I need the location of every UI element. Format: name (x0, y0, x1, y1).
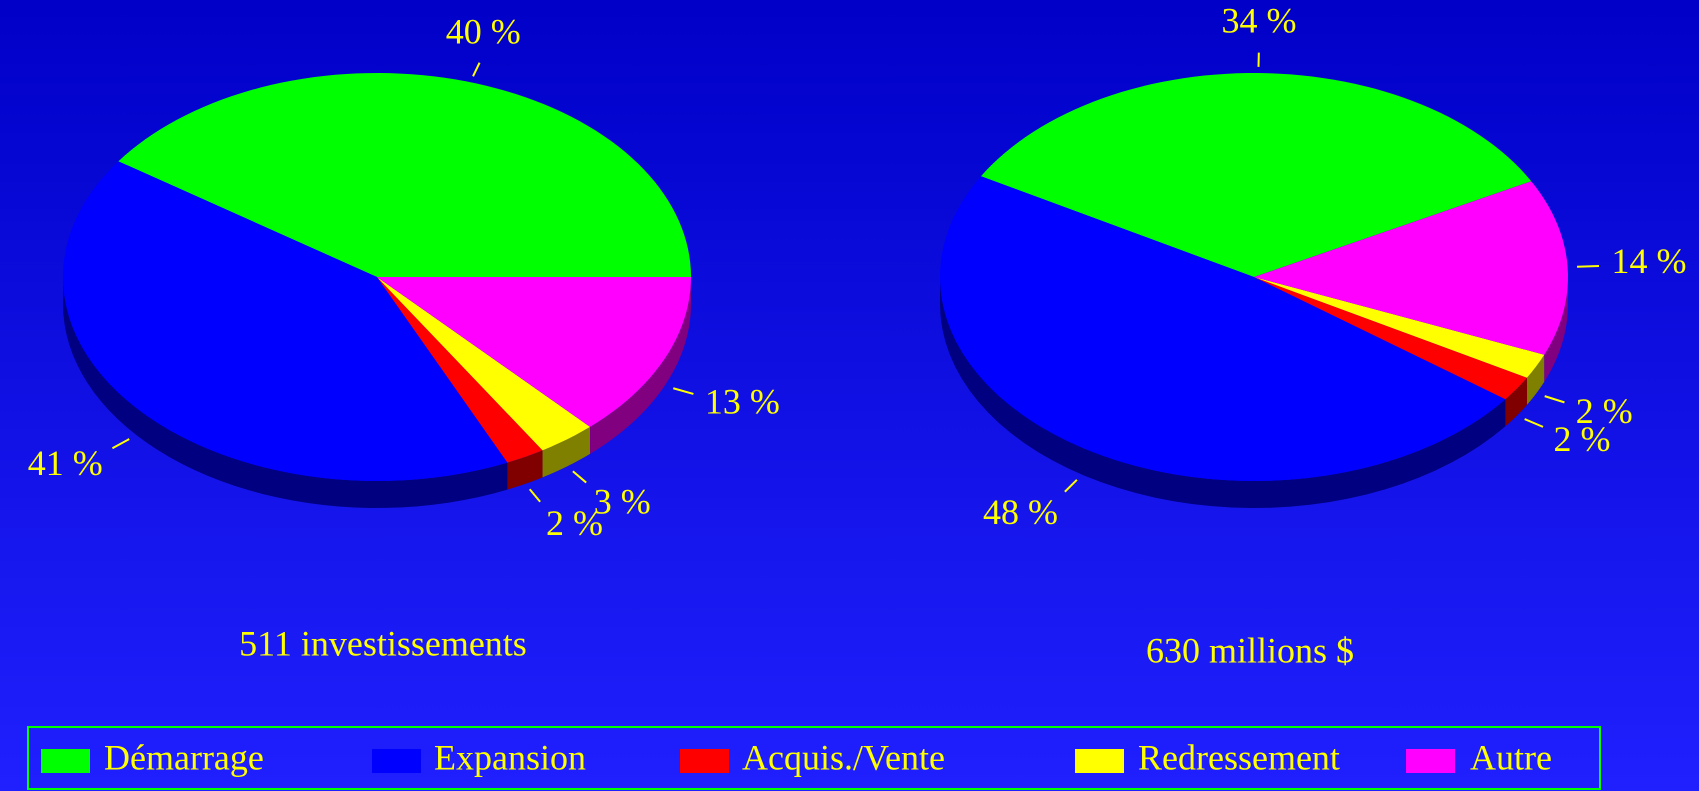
pie-side (542, 426, 591, 478)
legend-swatch (1406, 749, 1455, 773)
legend-swatch (41, 749, 90, 773)
data-label: 14 % (1612, 241, 1687, 281)
legend-swatch (680, 749, 729, 773)
chart-subtitle: 511 investissements (239, 623, 527, 663)
pie-slice (118, 73, 692, 277)
leader-line (472, 62, 481, 77)
leader-line (1544, 395, 1565, 404)
pie-side (63, 277, 508, 508)
legend-box (27, 726, 1601, 790)
pie-slice (940, 176, 1506, 481)
data-label: 41 % (28, 443, 103, 483)
leader-line (111, 438, 130, 450)
legend-label: Redressement (1138, 737, 1340, 777)
pie-slice (377, 277, 543, 463)
pie-side (590, 277, 691, 454)
chart-subtitle: 630 millions $ (1146, 630, 1354, 670)
data-label: 13 % (705, 382, 780, 422)
pie-side (507, 450, 543, 490)
pie-slice (980, 73, 1532, 277)
data-label: 2 % (1576, 391, 1633, 431)
legend-label: Démarrage (104, 737, 264, 777)
data-label: 34 % (1221, 0, 1296, 40)
pie-side (1527, 354, 1545, 405)
leader-line (673, 387, 694, 395)
data-label: 40 % (446, 12, 521, 52)
pie-slice (63, 161, 508, 481)
data-label: 2 % (1554, 419, 1611, 459)
legend-label: Acquis./Vente (742, 737, 945, 777)
pie-slice (1254, 277, 1528, 400)
leader-line (572, 470, 587, 484)
pie-slice (377, 277, 591, 451)
legend-label: Expansion (434, 737, 586, 777)
pie-slice (377, 277, 691, 427)
leader-line (1577, 265, 1600, 268)
data-label: 3 % (594, 482, 651, 522)
leader-line (1524, 418, 1544, 428)
pie-side (1544, 277, 1568, 382)
leader-line (528, 488, 541, 503)
legend-swatch (372, 749, 421, 773)
leader-line (1064, 479, 1078, 493)
pie-slice (1254, 181, 1568, 355)
legend-swatch (1075, 749, 1124, 773)
legend-label: Autre (1470, 737, 1552, 777)
pie-side (1505, 377, 1528, 427)
data-label: 48 % (983, 492, 1058, 532)
pie-side (940, 277, 1506, 508)
pie-slice (1254, 277, 1545, 378)
data-label: 2 % (546, 503, 603, 543)
